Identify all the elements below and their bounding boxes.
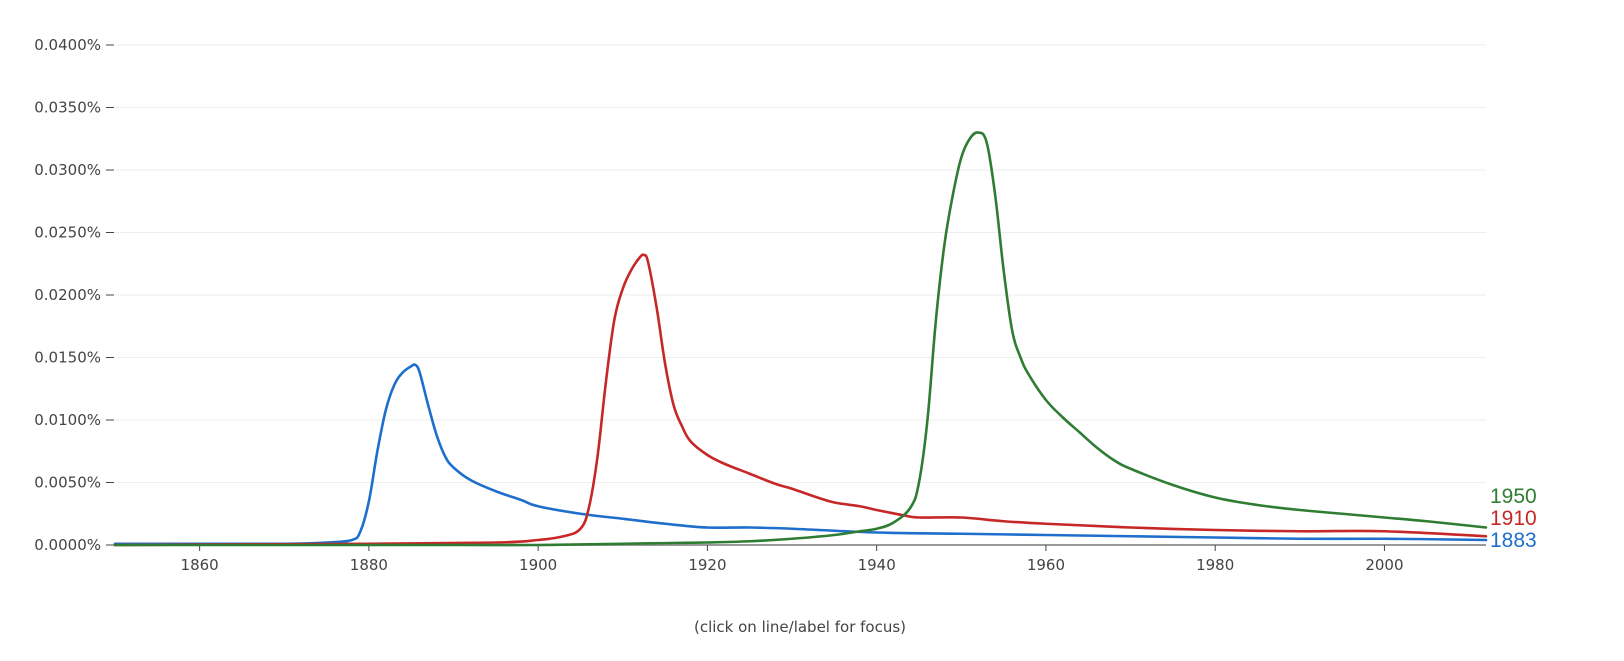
x-tick-label: 1940 bbox=[858, 556, 896, 574]
x-tick-label: 2000 bbox=[1365, 556, 1403, 574]
x-tick-label: 1860 bbox=[181, 556, 219, 574]
x-tick-label: 1960 bbox=[1027, 556, 1065, 574]
y-tick-label: 0.0250% bbox=[34, 224, 101, 242]
series-label-1910[interactable]: 1910 bbox=[1490, 507, 1537, 530]
y-tick-label: 0.0150% bbox=[34, 349, 101, 367]
y-tick-label: 0.0100% bbox=[34, 411, 101, 429]
series-line-1910[interactable] bbox=[113, 253, 1488, 547]
y-tick-label: 0.0350% bbox=[34, 99, 101, 117]
y-tick-label: 0.0000% bbox=[34, 536, 101, 554]
x-tick-label: 1920 bbox=[688, 556, 726, 574]
y-tick-label: 0.0200% bbox=[34, 286, 101, 304]
series-label-1883[interactable]: 1883 bbox=[1490, 529, 1537, 552]
y-tick-label: 0.0050% bbox=[34, 474, 101, 492]
series-label-1950[interactable]: 1950 bbox=[1490, 485, 1537, 508]
x-tick-label: 1980 bbox=[1196, 556, 1234, 574]
axis-layer: 0.0000% 0.0050% 0.0100% 0.0150% 0.0200% 0.025… bbox=[34, 36, 1486, 574]
grid-layer bbox=[115, 44, 1486, 483]
series-line-1883[interactable] bbox=[113, 363, 1488, 546]
series-line-1950[interactable] bbox=[113, 131, 1488, 547]
y-tick-label: 0.0400% bbox=[34, 36, 101, 54]
x-tick-label: 1880 bbox=[350, 556, 388, 574]
x-tick-label: 1900 bbox=[519, 556, 557, 574]
focus-hint-text: (click on line/label for focus) bbox=[693, 618, 907, 636]
series-layer[interactable] bbox=[113, 131, 1488, 547]
y-tick-label: 0.0300% bbox=[34, 161, 101, 179]
